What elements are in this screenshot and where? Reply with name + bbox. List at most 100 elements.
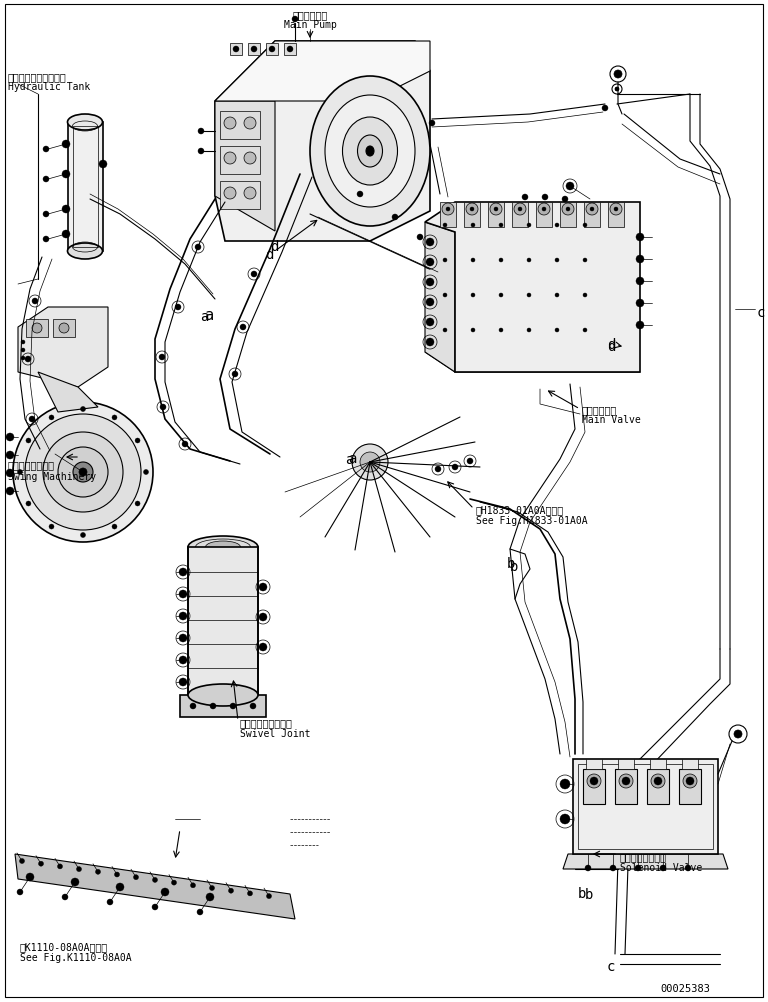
Text: a: a: [345, 453, 353, 467]
Circle shape: [195, 244, 201, 250]
Circle shape: [636, 300, 644, 308]
Circle shape: [179, 568, 187, 576]
Text: b: b: [578, 886, 587, 900]
Circle shape: [357, 191, 363, 197]
Circle shape: [58, 448, 108, 498]
Circle shape: [43, 211, 49, 217]
Bar: [578, 765, 713, 849]
Circle shape: [660, 865, 666, 871]
Circle shape: [259, 643, 267, 651]
Circle shape: [38, 862, 44, 867]
Circle shape: [17, 889, 23, 895]
Polygon shape: [15, 854, 295, 919]
Circle shape: [79, 469, 87, 477]
Circle shape: [26, 439, 31, 444]
Bar: [488, 202, 504, 227]
Circle shape: [171, 880, 177, 885]
Circle shape: [29, 417, 35, 423]
Circle shape: [32, 324, 42, 334]
Text: c: c: [607, 959, 615, 973]
Circle shape: [590, 207, 594, 211]
Ellipse shape: [68, 243, 102, 260]
Text: Swing Machinery: Swing Machinery: [8, 472, 96, 482]
Circle shape: [499, 259, 503, 263]
Circle shape: [494, 207, 498, 211]
Bar: [230, 44, 242, 56]
Circle shape: [636, 278, 644, 286]
Polygon shape: [215, 42, 430, 102]
Ellipse shape: [587, 775, 601, 789]
Text: d: d: [265, 247, 273, 262]
Circle shape: [25, 357, 31, 363]
Polygon shape: [215, 42, 430, 241]
Text: 第K1110-08A0A図参照: 第K1110-08A0A図参照: [20, 941, 108, 951]
Text: a: a: [200, 310, 208, 324]
Circle shape: [49, 524, 54, 529]
Circle shape: [499, 223, 503, 227]
Circle shape: [470, 207, 474, 211]
Bar: [220, 181, 260, 209]
Circle shape: [210, 886, 214, 891]
Polygon shape: [563, 854, 728, 869]
Circle shape: [244, 153, 256, 165]
Circle shape: [43, 147, 49, 153]
Text: d: d: [270, 239, 278, 254]
Circle shape: [224, 153, 236, 165]
Text: See Fig.K1110-08A0A: See Fig.K1110-08A0A: [20, 952, 131, 962]
Circle shape: [160, 405, 166, 411]
Circle shape: [292, 17, 298, 23]
Circle shape: [62, 170, 70, 178]
Text: 第H1833-01A0A図参照: 第H1833-01A0A図参照: [476, 504, 564, 514]
Circle shape: [49, 416, 54, 421]
Ellipse shape: [188, 684, 258, 706]
Circle shape: [392, 214, 398, 220]
Bar: [53, 320, 75, 338]
Ellipse shape: [206, 541, 240, 553]
Circle shape: [566, 207, 570, 211]
Circle shape: [6, 452, 14, 460]
Circle shape: [190, 883, 196, 888]
Circle shape: [614, 71, 622, 79]
Bar: [188, 547, 258, 697]
Circle shape: [43, 433, 123, 512]
Circle shape: [360, 453, 380, 473]
Ellipse shape: [325, 96, 415, 207]
Circle shape: [206, 893, 214, 901]
Circle shape: [426, 339, 434, 347]
Circle shape: [13, 403, 153, 542]
Circle shape: [77, 867, 81, 872]
Bar: [73, 127, 98, 247]
Text: Solenoid Valve: Solenoid Valve: [620, 862, 702, 872]
Circle shape: [198, 149, 204, 155]
Circle shape: [555, 223, 559, 227]
Circle shape: [161, 888, 169, 896]
Circle shape: [467, 459, 473, 465]
Circle shape: [417, 234, 423, 240]
Circle shape: [443, 259, 447, 263]
Circle shape: [426, 259, 434, 267]
Circle shape: [555, 259, 559, 263]
Circle shape: [26, 873, 34, 881]
Circle shape: [73, 463, 93, 483]
Circle shape: [610, 203, 622, 215]
Text: Swivel Joint: Swivel Joint: [240, 728, 310, 738]
Text: Hydraulic Tank: Hydraulic Tank: [8, 82, 91, 92]
Ellipse shape: [683, 775, 697, 789]
Circle shape: [144, 470, 148, 475]
Polygon shape: [425, 353, 640, 373]
Ellipse shape: [310, 77, 430, 226]
Circle shape: [734, 730, 742, 738]
Circle shape: [435, 467, 441, 473]
Circle shape: [538, 203, 550, 215]
Text: Main Pump: Main Pump: [283, 20, 336, 30]
Circle shape: [153, 878, 157, 883]
Circle shape: [446, 207, 450, 211]
Polygon shape: [180, 695, 266, 717]
Circle shape: [269, 47, 275, 53]
Circle shape: [615, 88, 619, 92]
Bar: [679, 770, 701, 805]
Circle shape: [62, 230, 70, 238]
Circle shape: [244, 187, 256, 199]
Bar: [26, 320, 48, 338]
Circle shape: [152, 904, 158, 910]
